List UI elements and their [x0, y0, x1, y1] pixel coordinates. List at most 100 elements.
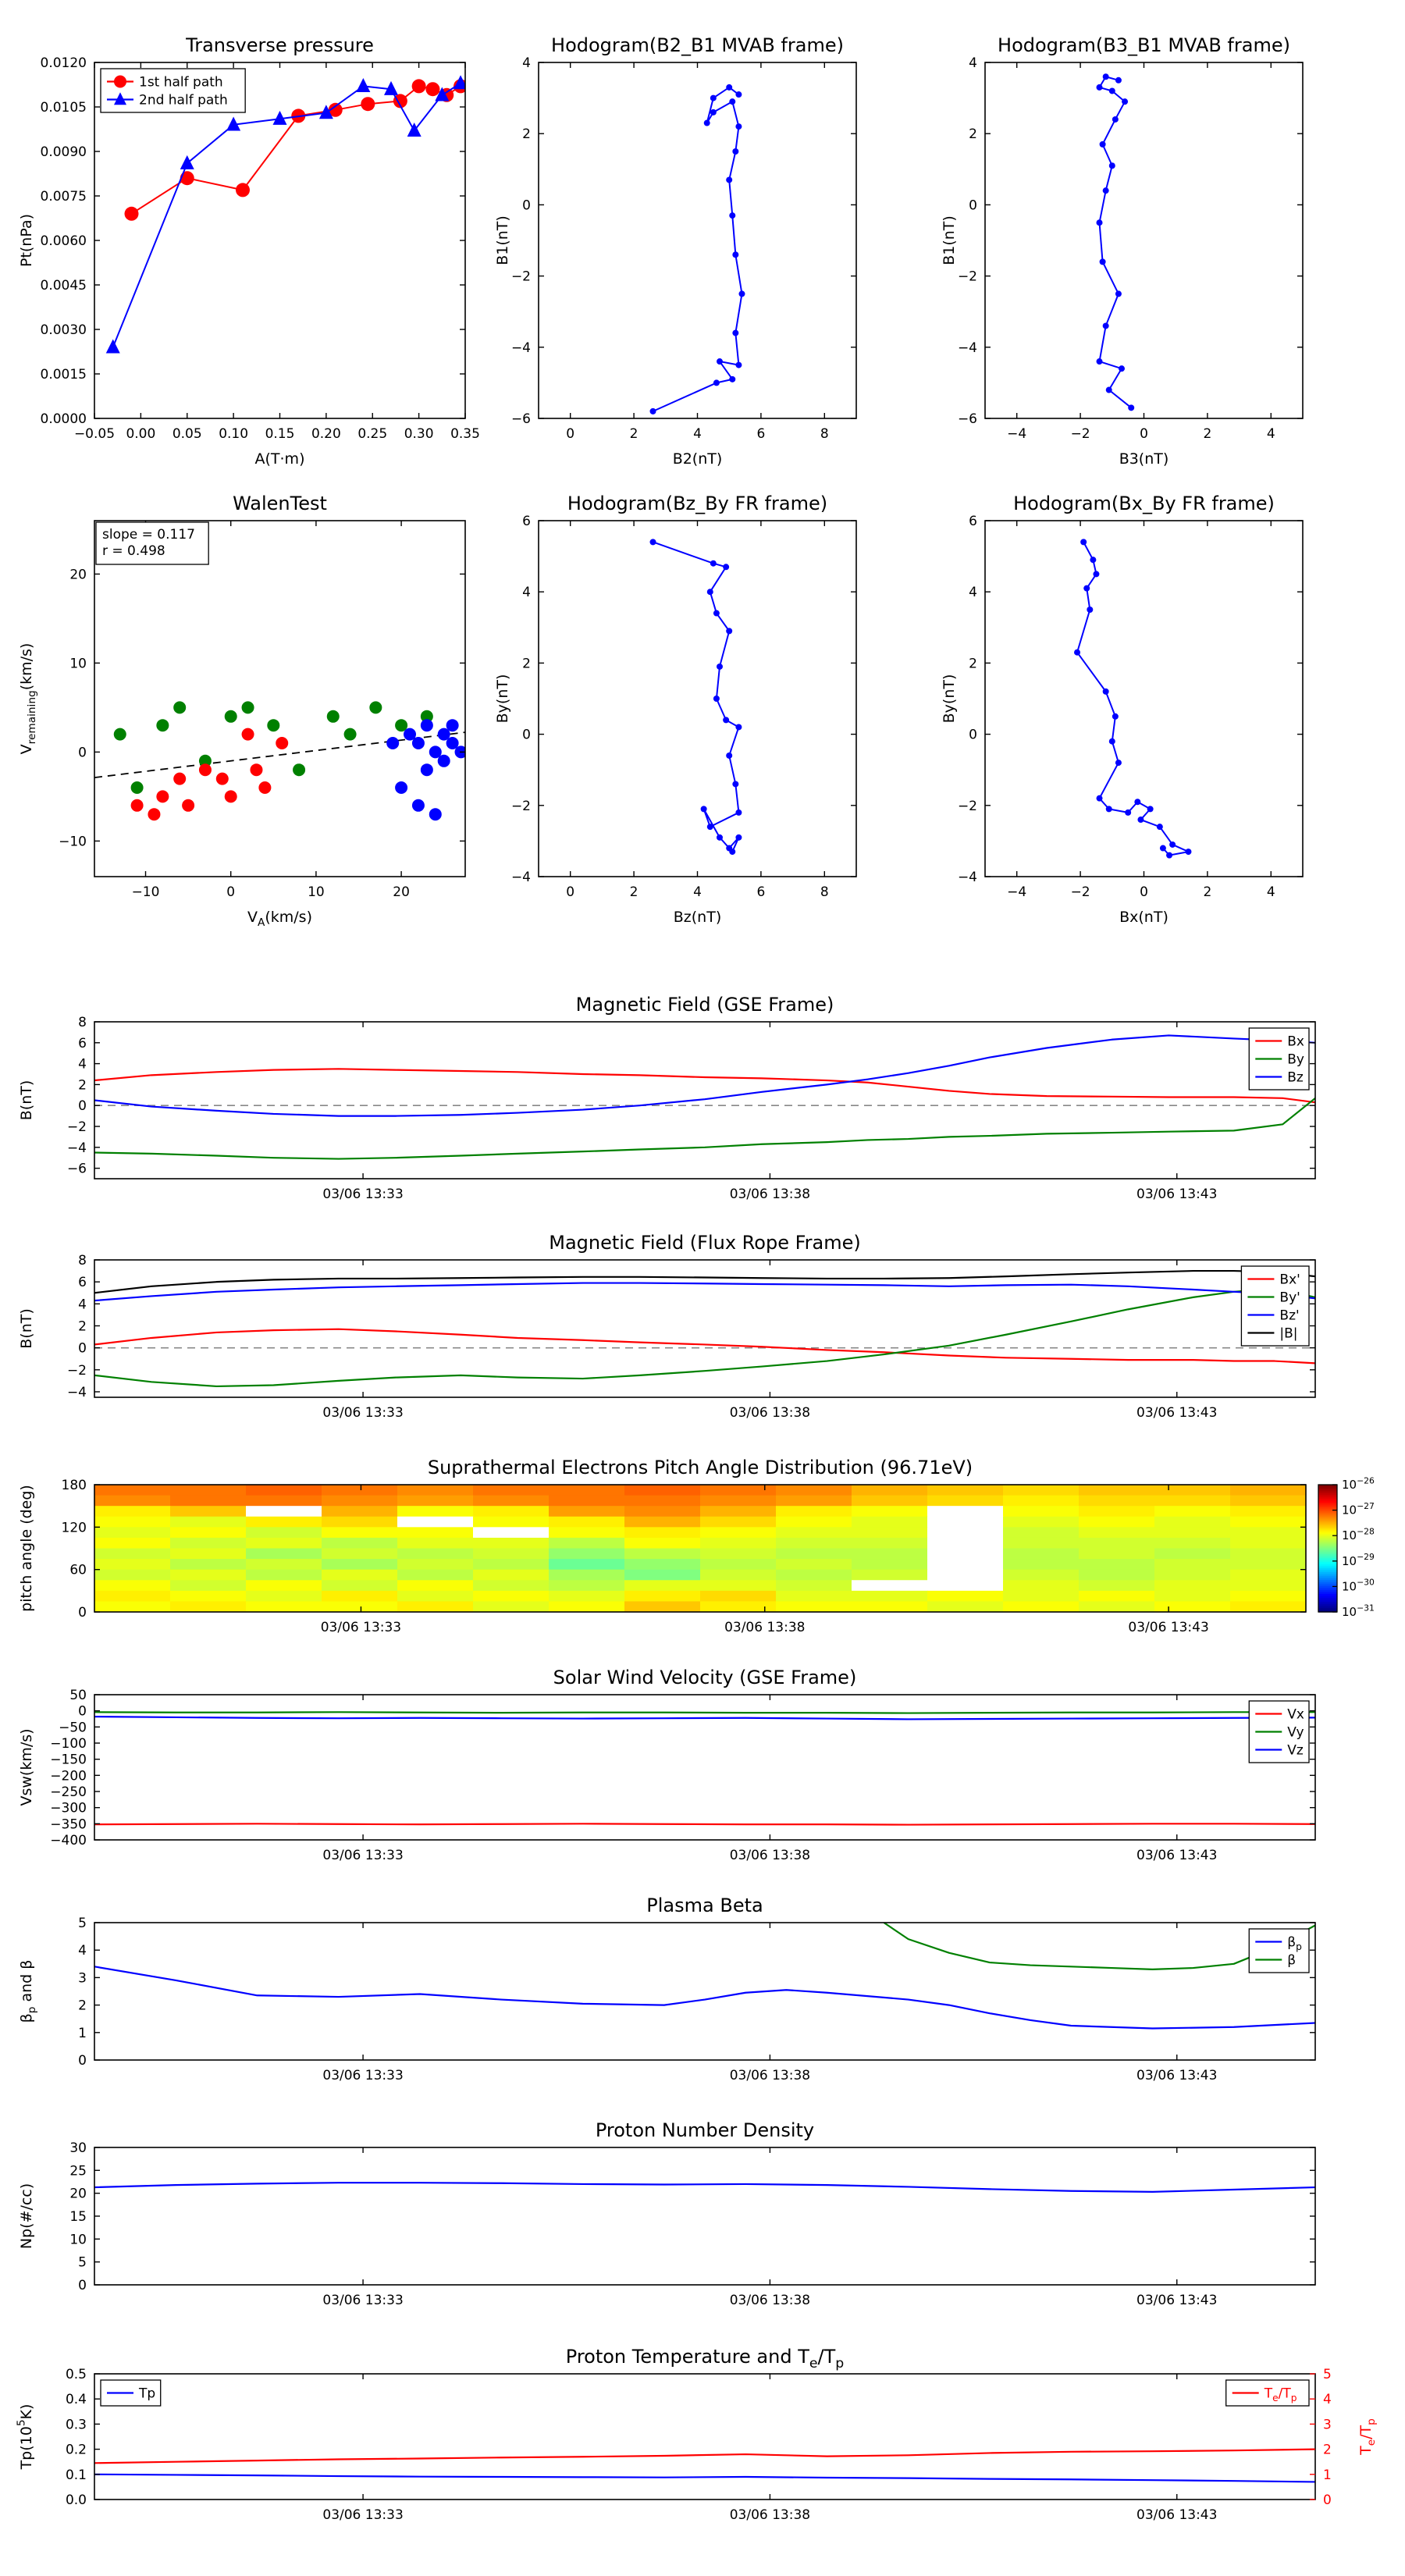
x-axis-label: VA(km/s)	[247, 909, 312, 929]
chart-plasma-beta: 03/06 13:33 03/06 13:38 03/06 13:43 0 1 2 3 4 5 P…	[16, 1880, 1389, 2107]
svg-text:10: 10	[308, 884, 325, 900]
svg-text:03/06 13:38: 03/06 13:38	[730, 2068, 810, 2083]
svg-text:0.3: 0.3	[66, 2417, 87, 2432]
svg-text:0.00: 0.00	[126, 426, 155, 442]
series-Te/Tp	[94, 2448, 1315, 2464]
plot-frame	[94, 1922, 1316, 2061]
svg-text:0: 0	[969, 728, 977, 743]
svg-text:By: By	[1287, 1052, 1304, 1068]
svg-text:Vy: Vy	[1287, 1725, 1304, 1741]
series-group	[94, 2182, 1315, 2194]
chart-proton-temperature: 03/06 13:33 03/06 13:38 03/06 13:43 0.0 0.1 0…	[15, 2332, 1389, 2566]
chart-transverse-pressure: −0.05 0.00 0.05 0.10 0.15 0.20 0.25 0.30 0.35 0.0…	[16, 20, 484, 476]
svg-text:03/06 13:43: 03/06 13:43	[1136, 1187, 1217, 1202]
svg-text:10−30: 10−30	[1342, 1578, 1375, 1594]
chart-title: Transverse pressure	[185, 34, 374, 56]
legend: Tp	[100, 2379, 162, 2407]
series-By'	[94, 1287, 1315, 1388]
chart-solar-wind-velocity: 03/06 13:33 03/06 13:38 03/06 13:43 −400 −35…	[16, 1653, 1389, 1887]
series-line	[649, 84, 745, 415]
plot-frame	[94, 1694, 1316, 1841]
chart-magnetic-field-flux-rope: 03/06 13:33 03/06 13:38 03/06 13:43 −4 −2 0 2 4…	[16, 1218, 1389, 1452]
plot-bfield-fr: 03/06 13:33 03/06 13:38 03/06 13:43 −4 −2 0 2 4…	[18, 1232, 1316, 1421]
svg-text:−100: −100	[50, 1736, 87, 1752]
svg-text:−2: −2	[67, 1363, 87, 1379]
svg-text:−4: −4	[1007, 426, 1026, 442]
chart-title: Proton Temperature and Te/Tp	[566, 2346, 844, 2371]
chart-title: Hodogram(Bx_By FR frame)	[1013, 493, 1275, 514]
svg-text:0.0075: 0.0075	[41, 189, 87, 205]
series-2nd half path	[105, 75, 465, 354]
series-group	[94, 1034, 1315, 1160]
y-axis-label: Np(#/cc)	[18, 2183, 35, 2249]
series-group	[94, 1269, 1315, 1388]
svg-text:0: 0	[566, 884, 574, 900]
plot-bfield-gse: 03/06 13:33 03/06 13:38 03/06 13:43 −6 −4 −2 0…	[18, 994, 1316, 1202]
svg-text:2nd half path: 2nd half path	[139, 93, 228, 109]
svg-text:2: 2	[630, 884, 638, 900]
svg-text:20: 20	[69, 567, 87, 582]
svg-text:−150: −150	[50, 1752, 87, 1768]
chart-title: Hodogram(B3_B1 MVAB frame)	[998, 34, 1290, 56]
svg-text:0.0030: 0.0030	[41, 322, 87, 338]
axes: 0 2 4 6 8 −6 −4 −2 0 2 4	[511, 55, 856, 442]
series-Bz'	[94, 1282, 1315, 1302]
svg-text:6: 6	[969, 514, 977, 529]
axes: 0 2 4 6 8 −4 −2 0 2 4 6	[511, 514, 856, 900]
svg-text:−6: −6	[67, 1162, 87, 1177]
svg-text:0: 0	[1323, 2492, 1332, 2508]
series-group	[94, 1711, 1315, 1826]
svg-text:Bz: Bz	[1287, 1070, 1304, 1086]
svg-text:0.1: 0.1	[66, 2467, 87, 2483]
svg-text:−4: −4	[958, 340, 977, 356]
svg-text:−300: −300	[50, 1801, 87, 1816]
chart-title: Proton Number Density	[596, 2119, 814, 2141]
svg-text:−10: −10	[59, 834, 87, 849]
y-axis-label: Pt(nPa)	[18, 214, 35, 267]
svg-text:03/06 13:33: 03/06 13:33	[322, 1848, 403, 1863]
svg-text:−4: −4	[67, 1385, 87, 1400]
svg-text:2: 2	[969, 656, 977, 671]
svg-text:4: 4	[1323, 2392, 1332, 2407]
svg-text:2: 2	[1323, 2443, 1332, 2458]
svg-text:0.0120: 0.0120	[41, 55, 87, 71]
svg-text:0: 0	[78, 1098, 87, 1114]
svg-text:03/06 13:38: 03/06 13:38	[730, 1405, 810, 1421]
plot-transverse-pressure: −0.05 0.00 0.05 0.10 0.15 0.20 0.25 0.30 0.35 0.0…	[18, 34, 480, 468]
svg-text:−2: −2	[958, 269, 977, 285]
series-line	[130, 728, 289, 821]
svg-text:0.30: 0.30	[404, 426, 434, 442]
svg-text:4: 4	[969, 55, 977, 71]
series-group	[1096, 73, 1135, 411]
series-line	[386, 719, 465, 821]
svg-text:−350: −350	[50, 1816, 87, 1832]
svg-text:5: 5	[78, 2255, 87, 2271]
series-line	[1074, 539, 1192, 859]
svg-text:0.10: 0.10	[219, 426, 248, 442]
svg-text:0.35: 0.35	[450, 426, 480, 442]
plot-hodogram-bxby: −4 −2 0 2 4 −4 −2 0 2 4 6 Hodogram(Bx_By FR frame) B…	[941, 493, 1304, 926]
svg-text:−4: −4	[958, 870, 977, 885]
svg-text:20: 20	[69, 2186, 87, 2202]
series-line	[94, 731, 465, 779]
svg-text:2: 2	[1203, 426, 1211, 442]
legend: Vx Vy Vz	[1248, 1700, 1310, 1763]
axes: −0.05 0.00 0.05 0.10 0.15 0.20 0.25 0.30 0.35 0.0…	[41, 55, 480, 442]
svg-text:0.0045: 0.0045	[41, 278, 87, 294]
svg-text:180: 180	[62, 1478, 87, 1493]
svg-text:Tp: Tp	[138, 2386, 155, 2402]
svg-text:0: 0	[566, 426, 574, 442]
svg-text:20: 20	[393, 884, 410, 900]
svg-text:30: 30	[69, 2140, 87, 2156]
svg-text:4: 4	[693, 426, 702, 442]
svg-text:Bx: Bx	[1287, 1034, 1304, 1050]
series-Bx'	[94, 1328, 1315, 1364]
svg-text:6: 6	[756, 884, 765, 900]
chart-hodogram-bx-by: −4 −2 0 2 4 −4 −2 0 2 4 6 Hodogram(Bx_By FR frame) B…	[938, 478, 1321, 934]
svg-text:−4: −4	[511, 340, 531, 356]
svg-text:4: 4	[78, 1943, 87, 1959]
plot-proton-density: 03/06 13:33 03/06 13:38 03/06 13:43 0 5 10 15 2…	[18, 2119, 1316, 2308]
svg-text:−400: −400	[50, 1833, 87, 1848]
svg-text:4: 4	[522, 585, 531, 600]
